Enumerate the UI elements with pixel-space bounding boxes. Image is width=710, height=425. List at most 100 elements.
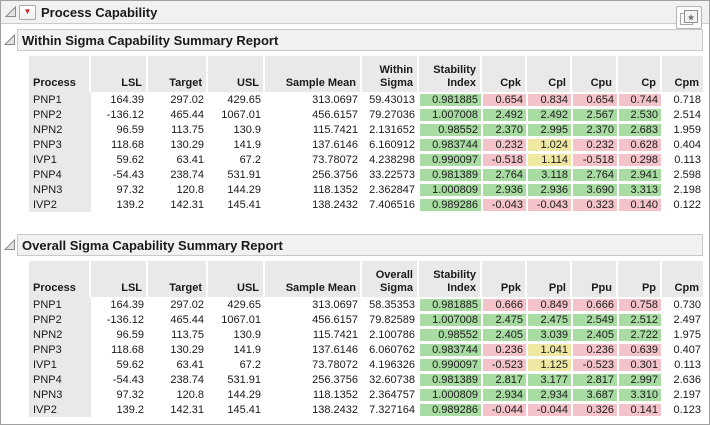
value-cell[interactable]: 67.2 <box>239 153 261 166</box>
value-cell[interactable]: -54.43 <box>112 168 144 181</box>
value-cell[interactable]: -0.523 <box>482 357 527 372</box>
value-cell[interactable]: 1.000809 <box>419 387 482 402</box>
value-cell[interactable]: 58.35353 <box>369 298 415 311</box>
value-cell[interactable]: -0.043 <box>482 197 527 212</box>
value-cell[interactable]: -136.12 <box>106 108 144 121</box>
value-cell[interactable]: 0.981389 <box>419 167 482 182</box>
value-cell[interactable]: 130.9 <box>233 328 261 341</box>
column-header-target[interactable]: Target <box>148 261 208 297</box>
value-cell[interactable]: 2.817 <box>572 372 618 387</box>
process-name-cell[interactable]: PNP1 <box>29 297 91 312</box>
value-cell[interactable]: 141.9 <box>233 138 261 151</box>
value-cell[interactable]: 96.59 <box>116 123 144 136</box>
value-cell[interactable]: 2.197 <box>673 388 701 401</box>
column-header-usl[interactable]: USL <box>208 56 265 92</box>
value-cell[interactable]: 79.82589 <box>369 313 415 326</box>
value-cell[interactable]: 297.02 <box>170 298 204 311</box>
value-cell[interactable]: 0.989286 <box>419 402 482 417</box>
value-cell[interactable]: 313.0697 <box>312 298 358 311</box>
column-header-ppl[interactable]: Ppl <box>527 261 572 297</box>
value-cell[interactable]: 2.405 <box>482 327 527 342</box>
value-cell[interactable]: 0.639 <box>618 342 662 357</box>
value-cell[interactable]: 2.636 <box>673 373 701 386</box>
column-header-cpk[interactable]: Cpk <box>482 56 527 92</box>
column-header-sigma[interactable]: Overall Sigma <box>362 261 419 297</box>
process-name-cell[interactable]: PNP3 <box>29 342 91 357</box>
value-cell[interactable]: 2.131652 <box>369 123 415 136</box>
value-cell[interactable]: 2.370 <box>572 122 618 137</box>
value-cell[interactable]: 2.997 <box>618 372 662 387</box>
column-header-lsl[interactable]: LSL <box>91 56 148 92</box>
disclosure-triangle-icon[interactable] <box>3 239 16 252</box>
value-cell[interactable]: 2.934 <box>482 387 527 402</box>
value-cell[interactable]: 0.983744 <box>419 137 482 152</box>
process-name-cell[interactable]: IVP1 <box>29 152 91 167</box>
value-cell[interactable]: 3.310 <box>618 387 662 402</box>
value-cell[interactable]: 2.497 <box>673 313 701 326</box>
value-cell[interactable]: 115.7421 <box>312 123 358 136</box>
value-cell[interactable]: 238.74 <box>170 373 204 386</box>
value-cell[interactable]: 0.301 <box>618 357 662 372</box>
value-cell[interactable]: 164.39 <box>110 298 144 311</box>
value-cell[interactable]: 1.114 <box>527 152 572 167</box>
value-cell[interactable]: 0.232 <box>572 137 618 152</box>
value-cell[interactable]: 3.690 <box>572 182 618 197</box>
value-cell[interactable]: 6.060762 <box>369 343 415 356</box>
value-cell[interactable]: 4.238298 <box>369 153 415 166</box>
value-cell[interactable]: 256.3756 <box>312 373 358 386</box>
value-cell[interactable]: 7.406516 <box>369 198 415 211</box>
column-header-cpu[interactable]: Cpu <box>572 56 618 92</box>
value-cell[interactable]: 531.91 <box>227 373 261 386</box>
column-header-process[interactable]: Process <box>29 261 91 297</box>
value-cell[interactable]: 113.75 <box>171 328 204 341</box>
value-cell[interactable]: 0.236 <box>572 342 618 357</box>
value-cell[interactable]: 0.990097 <box>419 152 482 167</box>
value-cell[interactable]: 130.29 <box>170 138 204 151</box>
value-cell[interactable]: 1.041 <box>527 342 572 357</box>
value-cell[interactable]: 2.514 <box>673 108 701 121</box>
process-name-cell[interactable]: IVP2 <box>29 402 91 417</box>
value-cell[interactable]: 118.68 <box>111 343 144 356</box>
value-cell[interactable]: -0.523 <box>572 357 618 372</box>
value-cell[interactable]: 1.975 <box>673 328 701 341</box>
value-cell[interactable]: 120.8 <box>176 183 204 196</box>
value-cell[interactable]: 0.298 <box>618 152 662 167</box>
value-cell[interactable]: -0.044 <box>527 402 572 417</box>
value-cell[interactable]: 1.007008 <box>419 107 482 122</box>
value-cell[interactable]: 144.29 <box>227 388 261 401</box>
value-cell[interactable]: 2.764 <box>572 167 618 182</box>
process-name-cell[interactable]: IVP2 <box>29 197 91 212</box>
value-cell[interactable]: 118.1352 <box>312 183 358 196</box>
value-cell[interactable]: 120.8 <box>176 388 204 401</box>
value-cell[interactable]: 3.313 <box>618 182 662 197</box>
value-cell[interactable]: 1.959 <box>673 123 701 136</box>
value-cell[interactable]: 0.981885 <box>419 92 482 107</box>
value-cell[interactable]: 2.722 <box>618 327 662 342</box>
value-cell[interactable]: 0.140 <box>618 197 662 212</box>
value-cell[interactable]: 2.567 <box>572 107 618 122</box>
value-cell[interactable]: 0.123 <box>673 403 701 416</box>
process-name-cell[interactable]: PNP4 <box>29 372 91 387</box>
value-cell[interactable]: 3.039 <box>527 327 572 342</box>
value-cell[interactable]: 238.74 <box>170 168 204 181</box>
value-cell[interactable]: -54.43 <box>112 373 144 386</box>
value-cell[interactable]: 1.007008 <box>419 312 482 327</box>
process-name-cell[interactable]: PNP2 <box>29 312 91 327</box>
column-header-process[interactable]: Process <box>29 56 91 92</box>
value-cell[interactable]: 0.981389 <box>419 372 482 387</box>
process-name-cell[interactable]: NPN3 <box>29 387 91 402</box>
value-cell[interactable]: 138.2432 <box>312 198 358 211</box>
value-cell[interactable]: 97.32 <box>116 183 144 196</box>
value-cell[interactable]: 456.6157 <box>312 108 358 121</box>
value-cell[interactable]: 456.6157 <box>312 313 358 326</box>
value-cell[interactable]: 1.125 <box>527 357 572 372</box>
value-cell[interactable]: 429.65 <box>227 93 261 106</box>
value-cell[interactable]: 0.990097 <box>419 357 482 372</box>
value-cell[interactable]: 2.198 <box>673 183 701 196</box>
value-cell[interactable]: 2.492 <box>482 107 527 122</box>
value-cell[interactable]: 0.718 <box>673 93 701 106</box>
column-header-cpm[interactable]: Cpm <box>662 56 705 92</box>
column-header-lsl[interactable]: LSL <box>91 261 148 297</box>
value-cell[interactable]: 1067.01 <box>221 108 261 121</box>
value-cell[interactable]: 2.100786 <box>369 328 415 341</box>
